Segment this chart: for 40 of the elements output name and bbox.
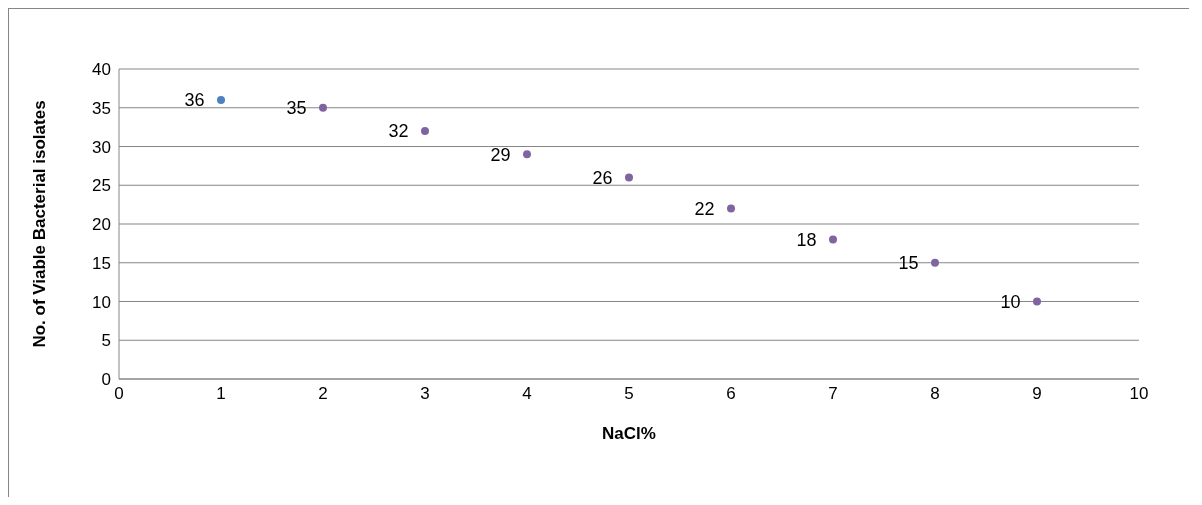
y-tick-label: 10 <box>92 292 111 312</box>
x-axis-title: NaCl% <box>602 424 656 443</box>
y-tick-label: 5 <box>101 331 111 351</box>
y-axis-title: No. of Viable Bacterial isolates <box>30 100 50 348</box>
y-tick-label: 20 <box>92 215 111 235</box>
point <box>319 103 327 112</box>
data-label: 18 <box>796 229 817 250</box>
x-tick-label: 6 <box>726 384 736 404</box>
x-tick-label: 10 <box>1129 384 1149 404</box>
y-tick-label: 0 <box>101 370 111 390</box>
x-tick-label: 8 <box>930 384 940 404</box>
data-label: 26 <box>592 167 613 188</box>
x-tick-label: 3 <box>420 384 430 404</box>
x-tick-label: 5 <box>624 384 634 404</box>
data-label: 22 <box>694 198 715 219</box>
point <box>931 258 939 267</box>
data-label: 15 <box>898 253 919 274</box>
x-tick-label: 0 <box>114 384 124 404</box>
data-label: 29 <box>490 144 511 165</box>
y-tick-label: 40 <box>92 60 111 80</box>
x-tick-label: 4 <box>522 384 532 404</box>
point <box>829 235 837 244</box>
data-label: 10 <box>1000 291 1021 312</box>
y-tick-label: 25 <box>92 176 111 196</box>
x-tick-label: 2 <box>318 384 328 404</box>
point <box>625 173 633 182</box>
point <box>1033 297 1041 306</box>
y-tick-label: 15 <box>92 253 111 273</box>
data-label: 32 <box>388 121 409 142</box>
x-tick-label: 7 <box>828 384 838 404</box>
y-tick-label: 35 <box>92 98 111 118</box>
point <box>421 127 429 135</box>
data-label: 36 <box>184 90 205 111</box>
point <box>727 204 735 213</box>
x-tick-label: 9 <box>1032 384 1042 404</box>
point <box>217 96 225 104</box>
y-tick-label: 30 <box>92 137 111 157</box>
x-tick-label: 1 <box>216 384 226 404</box>
data-label: 35 <box>286 98 307 119</box>
point <box>523 150 531 159</box>
